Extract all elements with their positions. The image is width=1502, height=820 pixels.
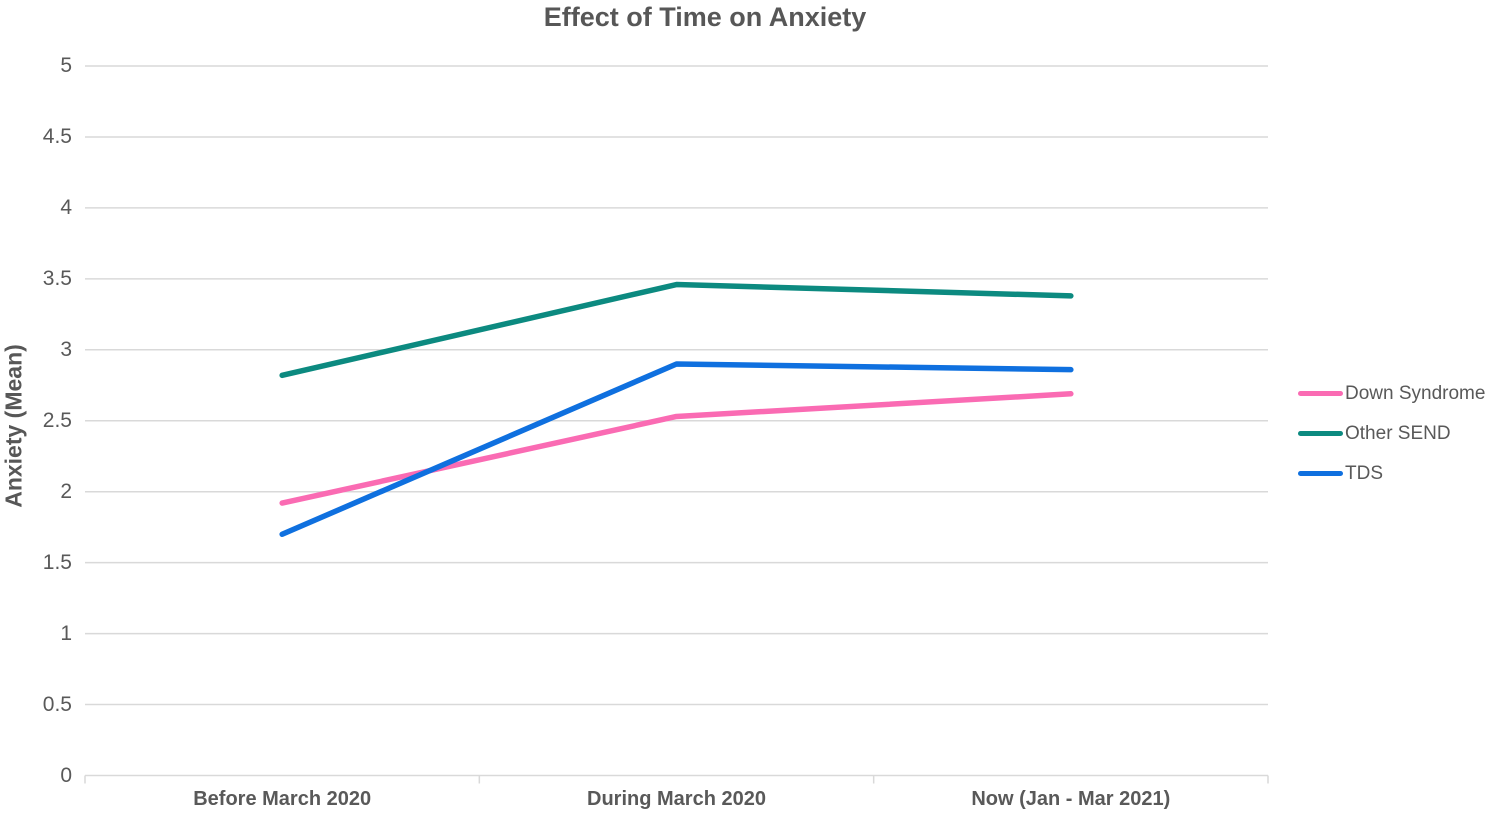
y-axis-tick-label: 3 bbox=[60, 337, 72, 361]
y-axis-tick-label: 2.5 bbox=[42, 408, 72, 432]
y-axis-tick-label: 1.5 bbox=[42, 550, 72, 574]
legend-label: TDS bbox=[1345, 463, 1383, 484]
legend-swatch-tds bbox=[1298, 470, 1343, 477]
legend-item-tds: TDS bbox=[1298, 464, 1485, 483]
legend-swatch-other-send bbox=[1298, 430, 1343, 437]
x-axis-category-label: Before March 2020 bbox=[193, 787, 372, 810]
legend-label: Other SEND bbox=[1345, 423, 1451, 444]
y-axis-tick-label: 1 bbox=[60, 621, 72, 645]
x-axis-category-label: Now (Jan - Mar 2021) bbox=[971, 787, 1171, 810]
y-axis-tick-label: 5 bbox=[60, 54, 72, 77]
y-axis-tick-label: 3.5 bbox=[42, 266, 72, 290]
y-axis-tick-label: 4.5 bbox=[42, 124, 72, 148]
series-line-tds bbox=[279, 361, 1074, 538]
chart-title: Effect of Time on Anxiety bbox=[543, 2, 867, 32]
legend-item-down-syndrome: Down Syndrome bbox=[1298, 384, 1485, 403]
y-axis-tick-label: 0 bbox=[60, 763, 72, 787]
series-line-down-syndrome bbox=[279, 391, 1074, 506]
legend-item-other-send: Other SEND bbox=[1298, 424, 1485, 443]
legend: Down Syndrome Other SEND TDS bbox=[1298, 384, 1485, 483]
y-axis-tick-label: 4 bbox=[60, 195, 72, 219]
legend-label: Down Syndrome bbox=[1345, 383, 1486, 404]
legend-swatch-down-syndrome bbox=[1298, 390, 1343, 397]
x-axis-category-label: During March 2020 bbox=[587, 787, 766, 810]
y-axis-tick-label: 0.5 bbox=[42, 692, 72, 716]
series-line-other-send bbox=[279, 281, 1074, 379]
y-axis-tick-label: 2 bbox=[60, 479, 72, 503]
